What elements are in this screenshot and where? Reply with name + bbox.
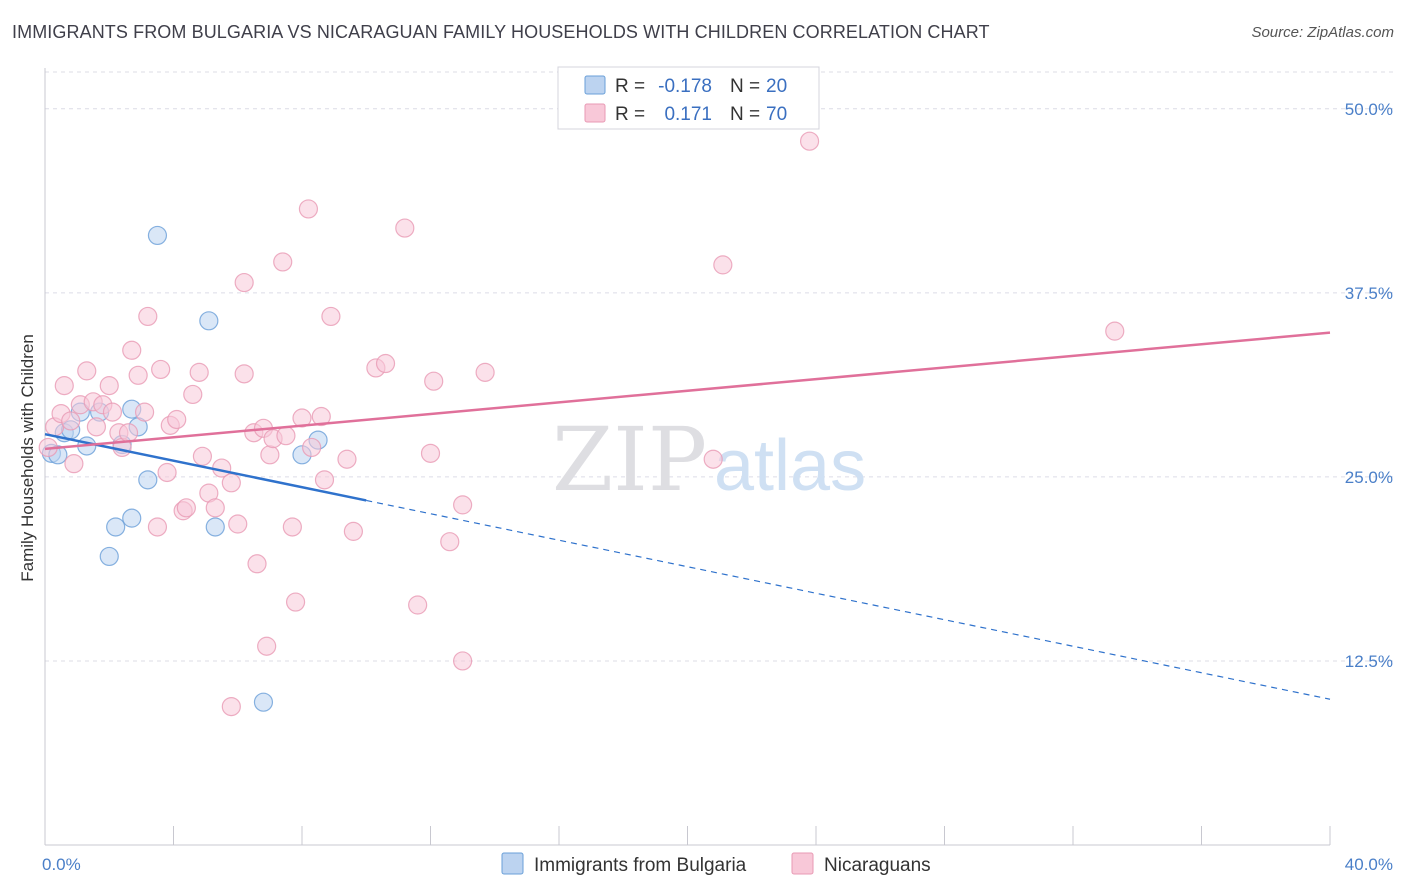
nicaraguan-point — [167, 409, 187, 430]
nicaraguan-point — [234, 364, 254, 384]
stats-r-label: R = — [615, 76, 645, 97]
nicaraguan-point — [176, 498, 196, 518]
bulgaria-trend-extension — [366, 499, 1331, 700]
nicaraguan-point — [102, 402, 123, 422]
stats-r-label: R = — [615, 104, 645, 125]
bulgaria-point — [138, 470, 158, 490]
nicaraguan-point — [260, 445, 280, 465]
y-tick-label: 50.0% — [1345, 100, 1393, 119]
nicaraguan-point — [282, 517, 302, 537]
nicaraguan-point — [285, 592, 306, 612]
nicaraguan-point — [440, 532, 460, 552]
nicaraguan-point — [99, 376, 119, 396]
nicaraguan-point — [183, 384, 203, 405]
bulgaria-point — [122, 508, 142, 528]
y-tick-label: 37.5% — [1345, 284, 1393, 303]
y-tick-label: 25.0% — [1345, 468, 1393, 487]
stats-r-value: -0.178 — [658, 76, 712, 97]
nicaraguan-point — [453, 495, 473, 515]
data-points — [38, 131, 1125, 717]
y-tick-label: 12.5% — [1345, 652, 1393, 671]
nicaraguan-point — [64, 454, 84, 474]
nicaraguan-point — [375, 353, 396, 374]
bulgaria-point — [147, 225, 168, 246]
nicaraguan-point — [453, 651, 473, 671]
nicaraguan-point — [138, 306, 158, 327]
nicaraguan-point — [337, 449, 357, 469]
nicaraguan-point — [77, 361, 97, 381]
stats-n-value: 20 — [766, 76, 787, 97]
nicaraguan-point — [424, 371, 444, 391]
nicaraguan-point — [257, 636, 277, 656]
nicaraguan-point — [408, 595, 428, 615]
nicaraguan-point — [189, 362, 209, 382]
stats-legend-swatch — [584, 103, 606, 123]
chart-source: Source: ZipAtlas.com — [1251, 24, 1394, 41]
nicaraguan-point — [420, 443, 441, 463]
x-tick-label: 40.0% — [1345, 855, 1393, 874]
nicaraguan-point — [192, 446, 213, 466]
nicaraguan-point — [205, 498, 225, 518]
series-legend-swatch — [501, 852, 524, 875]
nicaraguan-point — [395, 218, 415, 238]
nicaraguan-point — [276, 426, 296, 446]
nicaraguan-point — [151, 359, 171, 380]
series-legend-label: Immigrants from Bulgaria — [534, 855, 747, 876]
nicaraguan-point — [61, 411, 81, 431]
trend-lines — [44, 331, 1331, 700]
nicaraguan-point — [247, 554, 267, 574]
nicaraguan-point — [273, 252, 293, 272]
stats-n-label: N = — [730, 76, 760, 97]
x-tick-label: 0.0% — [42, 855, 81, 874]
nicaraguan-point — [1105, 321, 1125, 341]
nicaraguan-point — [343, 521, 363, 541]
nicaraguan-point — [311, 406, 331, 427]
stats-legend: R = -0.178 N = 20 R = 0.171 N = 70 — [557, 66, 820, 130]
stats-n-value: 70 — [766, 104, 787, 125]
watermark-atlas: atlas — [714, 426, 866, 506]
chart-title: IMMIGRANTS FROM BULGARIA VS NICARAGUAN F… — [12, 22, 990, 42]
nicaraguan-point — [147, 517, 168, 537]
nicaraguan-point — [228, 514, 248, 534]
bulgaria-point — [253, 692, 274, 712]
nicaraguan-point — [292, 408, 312, 428]
nicaraguan-point — [54, 376, 74, 396]
series-legend-swatch — [791, 852, 814, 875]
nicaraguan-point — [221, 473, 241, 493]
nicaraguan-point — [157, 462, 177, 483]
watermark: ZIP atlas — [552, 408, 866, 511]
nicaraguan-point — [314, 470, 335, 490]
bulgaria-point — [199, 311, 219, 331]
bulgaria-point — [106, 517, 126, 537]
nicaraguan-point — [234, 272, 254, 293]
tick-labels: 12.5% 25.0% 37.5% 50.0% 0.0% 40.0% Family Hous… — [18, 100, 1393, 874]
nicaraguan-point — [134, 402, 155, 422]
nicaraguan-point — [302, 437, 322, 458]
nicaraguan-point — [86, 417, 107, 437]
bulgaria-point — [99, 546, 119, 567]
nicaraguan-trend-line — [44, 331, 1331, 451]
stats-legend-swatch — [584, 75, 606, 95]
series-legend: Immigrants from Bulgaria Nicaraguans — [501, 852, 931, 876]
y-axis-label: Family Households with Children — [18, 334, 37, 582]
nicaraguan-point — [221, 696, 241, 717]
stats-r-value: 0.171 — [664, 104, 712, 125]
nicaraguan-point — [703, 449, 723, 469]
nicaraguan-point — [799, 131, 820, 151]
bulgaria-point — [205, 517, 225, 537]
nicaraguan-point — [298, 199, 319, 219]
watermark-zip: ZIP — [552, 408, 707, 511]
nicaraguan-point — [321, 306, 341, 327]
nicaraguan-point — [475, 362, 495, 382]
nicaraguan-point — [122, 340, 142, 360]
nicaraguan-point — [128, 365, 148, 385]
stats-n-label: N = — [730, 104, 760, 125]
series-legend-label: Nicaraguans — [824, 855, 931, 876]
nicaraguan-point — [713, 255, 733, 275]
nicaraguan-point — [118, 423, 139, 443]
